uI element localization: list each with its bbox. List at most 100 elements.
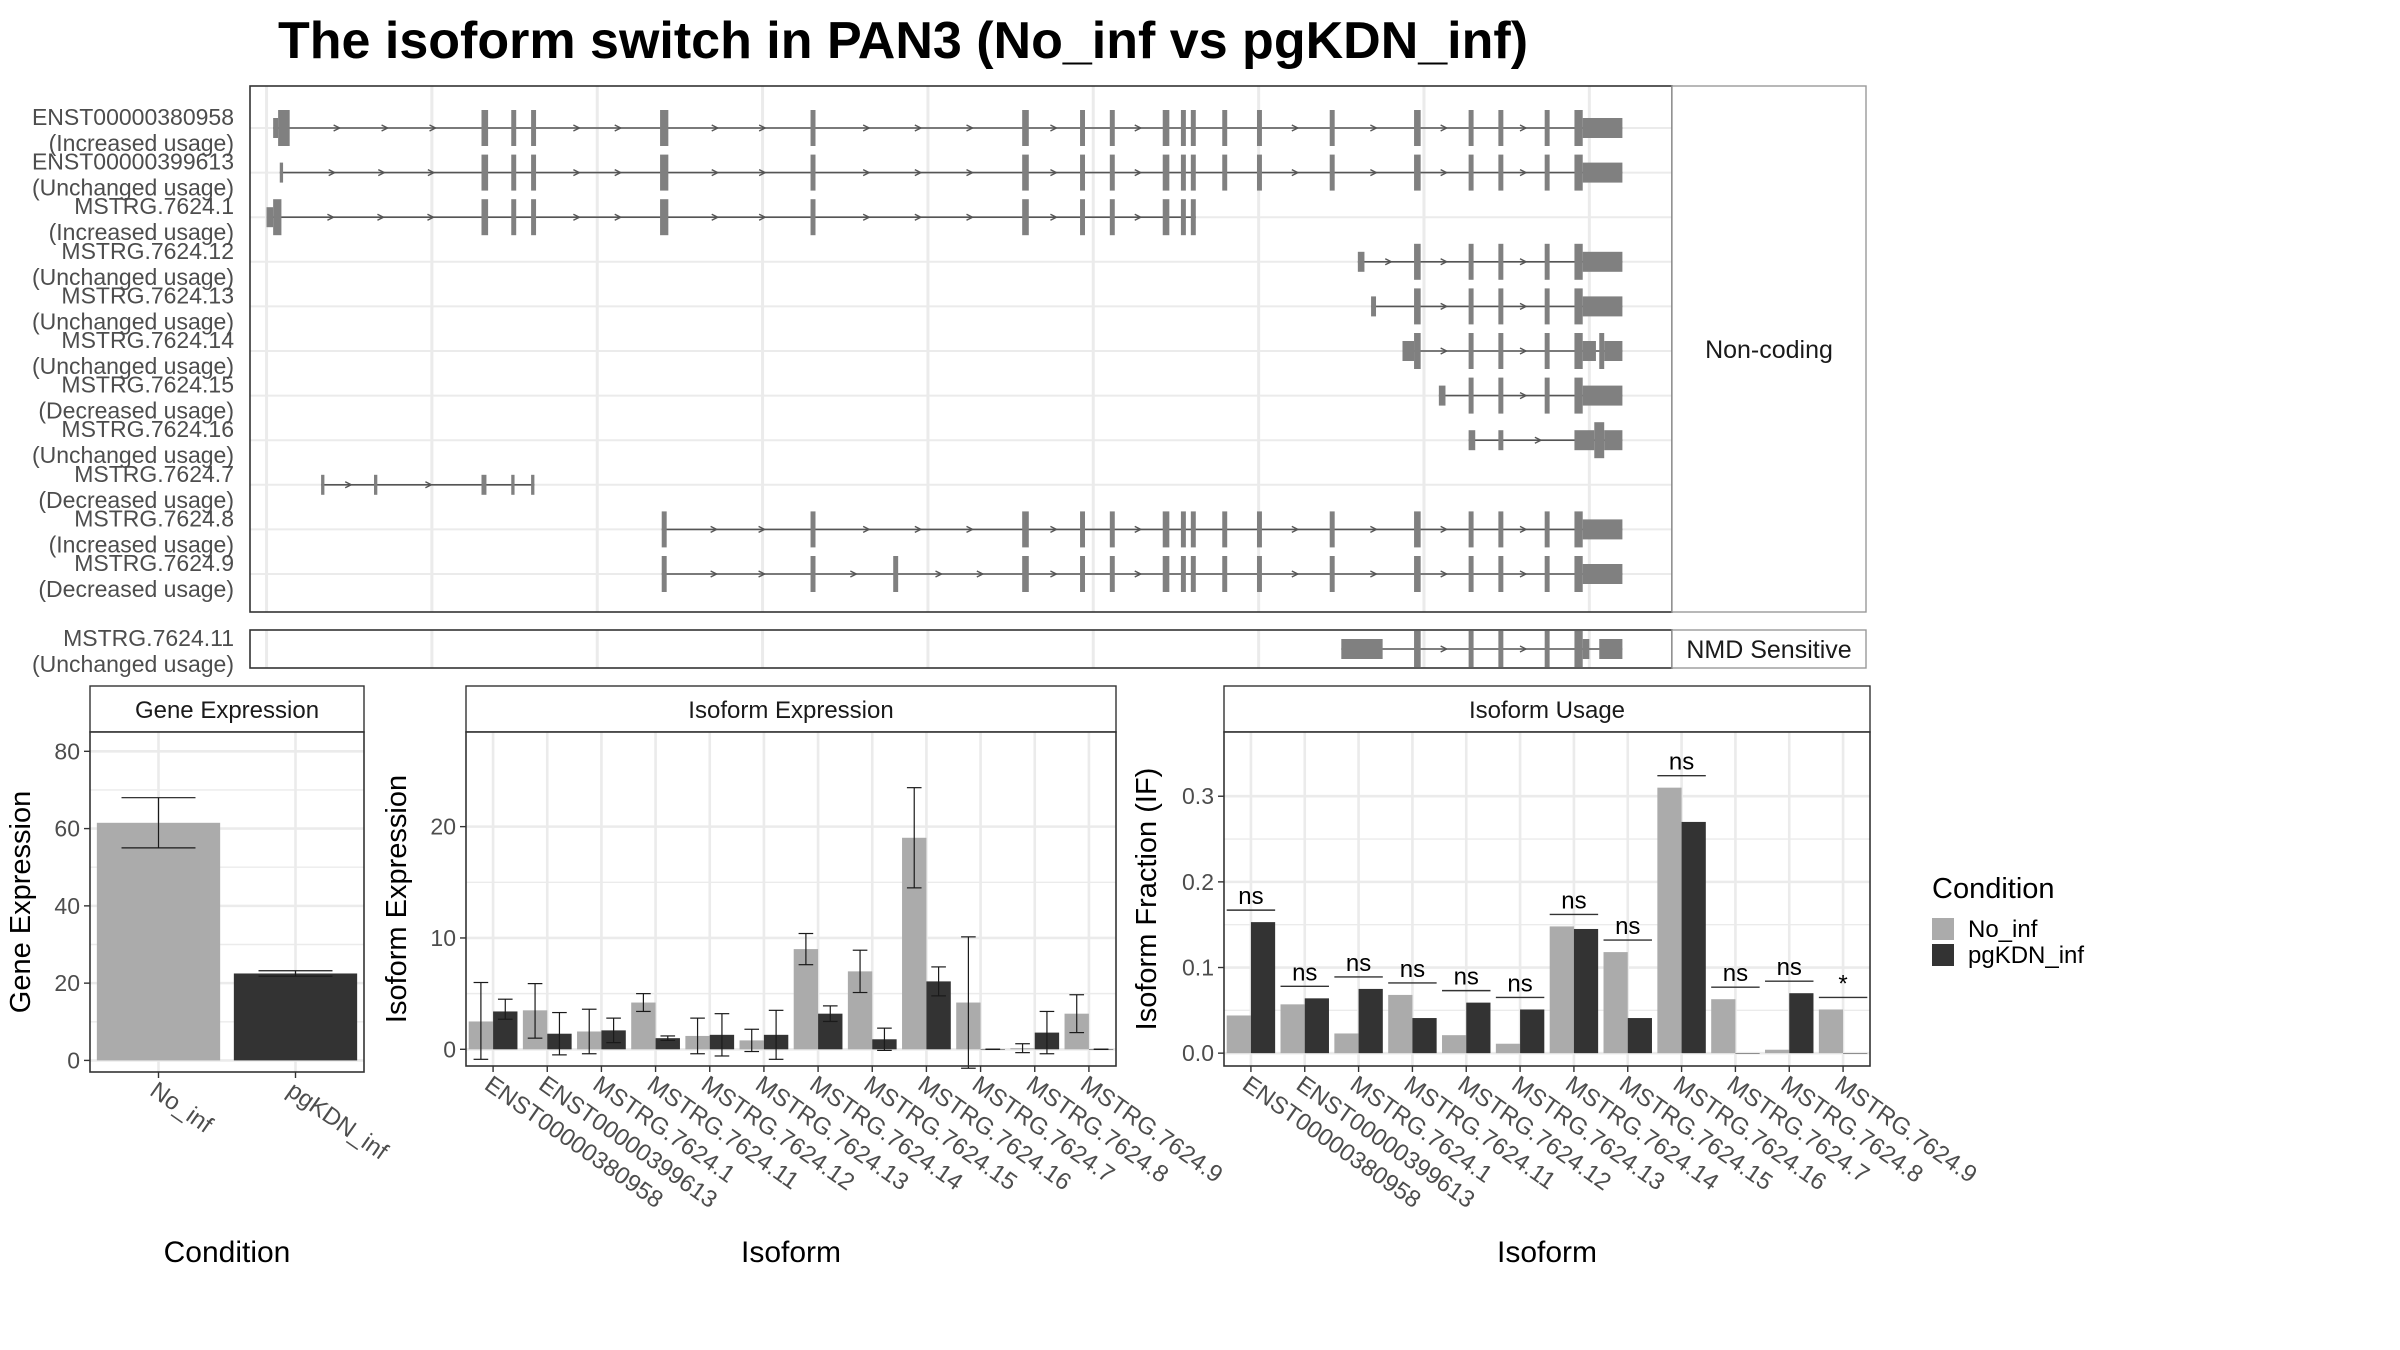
transcript-enst00000380958 [273,110,1623,146]
intron-direction-arrow [333,124,342,132]
exon-coding [1256,110,1262,146]
exon-utr [321,474,325,495]
y-tick-label: 0.2 [1182,869,1214,895]
error-bar [606,1017,621,1044]
exon-utr [1371,296,1377,317]
exon-coding [1222,110,1228,146]
significance-label: ns [1292,959,1317,986]
y-tick-label: 10 [430,925,456,951]
exon-coding [481,199,489,236]
exon-coding [278,110,290,146]
significance-annotation: ns [1388,956,1437,984]
significance-annotation: ns [1765,954,1814,982]
exon-coding [1574,631,1583,667]
y-tick-label: 0.3 [1182,783,1214,809]
intron-direction-arrow [377,213,386,221]
bar-pgkdn-inf [1304,998,1329,1054]
intron-direction-arrow [914,525,923,534]
intron-direction-arrow [1440,168,1449,177]
exon-coding [660,199,669,236]
intron-direction-arrow [1370,525,1378,534]
panel-strip-title: Isoform Expression [688,697,893,724]
bar-pgkdn-inf [1466,1002,1491,1054]
legend-label-pgkdn-inf: pgKDN_inf [1968,942,2084,969]
y-axis-title: Isoform Fraction (IF) [1131,768,1163,1031]
exon-coding [1498,243,1504,280]
exon-coding [511,110,517,146]
intron-direction-arrow [862,213,871,221]
exon-coding [1574,154,1583,191]
intron-direction-arrow [1519,347,1528,355]
transcript-id: MSTRG.7624.15 [61,372,234,398]
exon-coding [1109,110,1115,146]
error-bar [931,966,946,997]
condition-legend: Condition No_inf pgKDN_inf [1932,873,2084,969]
transcript-usage: (Decreased usage) [38,576,234,602]
exon-coding [1544,556,1550,592]
x-axis-title: Isoform [741,1236,841,1269]
intron-direction-arrow [1050,124,1058,132]
exon-coding [1022,154,1029,191]
structure-panel-background [250,86,1672,612]
exon-coding [1022,556,1029,592]
bar-pgkdn-inf [1412,1018,1437,1054]
intron-direction-arrow [1050,570,1058,578]
exon-coding [1162,154,1170,191]
intron-direction-arrow [1050,213,1058,221]
exon-utr [511,474,515,495]
intron-direction-arrow [425,481,433,489]
transcript-label: MSTRG.7624.8 (Increased usage) [49,505,234,557]
exon-coding [1544,377,1550,414]
exon-coding [1190,199,1196,236]
intron-direction-arrow [758,213,767,221]
exon-coding [531,110,537,146]
bar-pgkdn-inf [1250,922,1276,1054]
exon-coding [1468,154,1474,191]
intron-direction-arrow [1050,525,1058,534]
exon-coding [1498,110,1504,146]
intron-direction-arrow [1519,525,1528,534]
transcript-id: MSTRG.7624.12 [61,238,234,264]
exon-utr [1582,296,1623,317]
transcript-mstrg-7624-14 [1402,333,1623,369]
intron-direction-arrow [758,570,767,578]
intron-direction-arrow [966,124,975,132]
intron-direction-arrow [1440,302,1449,311]
error-bar [714,1013,730,1057]
bar-no-inf [1388,994,1413,1054]
legend-swatch-pgkdn-inf [1932,944,1954,966]
error-bar [581,1008,597,1055]
exon-coding [1080,110,1086,146]
exon-coding [1414,556,1421,592]
y-tick-label: 80 [54,738,80,764]
x-axis-title: Isoform [1497,1236,1597,1269]
exon-utr [1574,430,1595,451]
x-tick-label: pgKDN_inf [282,1077,393,1166]
transcript-mstrg-7624-16 [1468,422,1623,459]
intron-direction-arrow [914,124,923,132]
exon-coding [1180,199,1186,236]
transcript-id: MSTRG.7624.7 [74,461,234,487]
y-axis-title: Gene Expression [5,791,37,1013]
transcript-label: MSTRG.7624.7 (Decreased usage) [38,461,234,513]
error-bar [690,1017,705,1055]
transcript-label: MSTRG.7624.13 (Unchanged usage) [32,282,234,334]
intron-direction-arrow [1440,124,1449,132]
panel-strip-title: Gene Expression [135,697,319,724]
intron-direction-arrow [1134,570,1143,578]
bar-pgkdn-inf [1358,988,1383,1054]
intron-direction-arrow [1370,168,1378,177]
exon-coding [1468,333,1474,369]
transcript-id: MSTRG.7624.8 [74,505,234,531]
transcript-usage: (Decreased usage) [38,398,234,424]
transcript-label: MSTRG.7624.1 (Increased usage) [49,193,234,245]
exon-coding [1414,333,1421,369]
exon-utr [1357,251,1365,272]
intron-direction-arrow [381,124,390,132]
exon-utr [1582,519,1623,540]
intron-direction-arrow [327,213,335,221]
intron-direction-arrow [1519,570,1528,578]
exon-utr [266,207,274,228]
legend-swatch-no-inf [1932,918,1954,940]
